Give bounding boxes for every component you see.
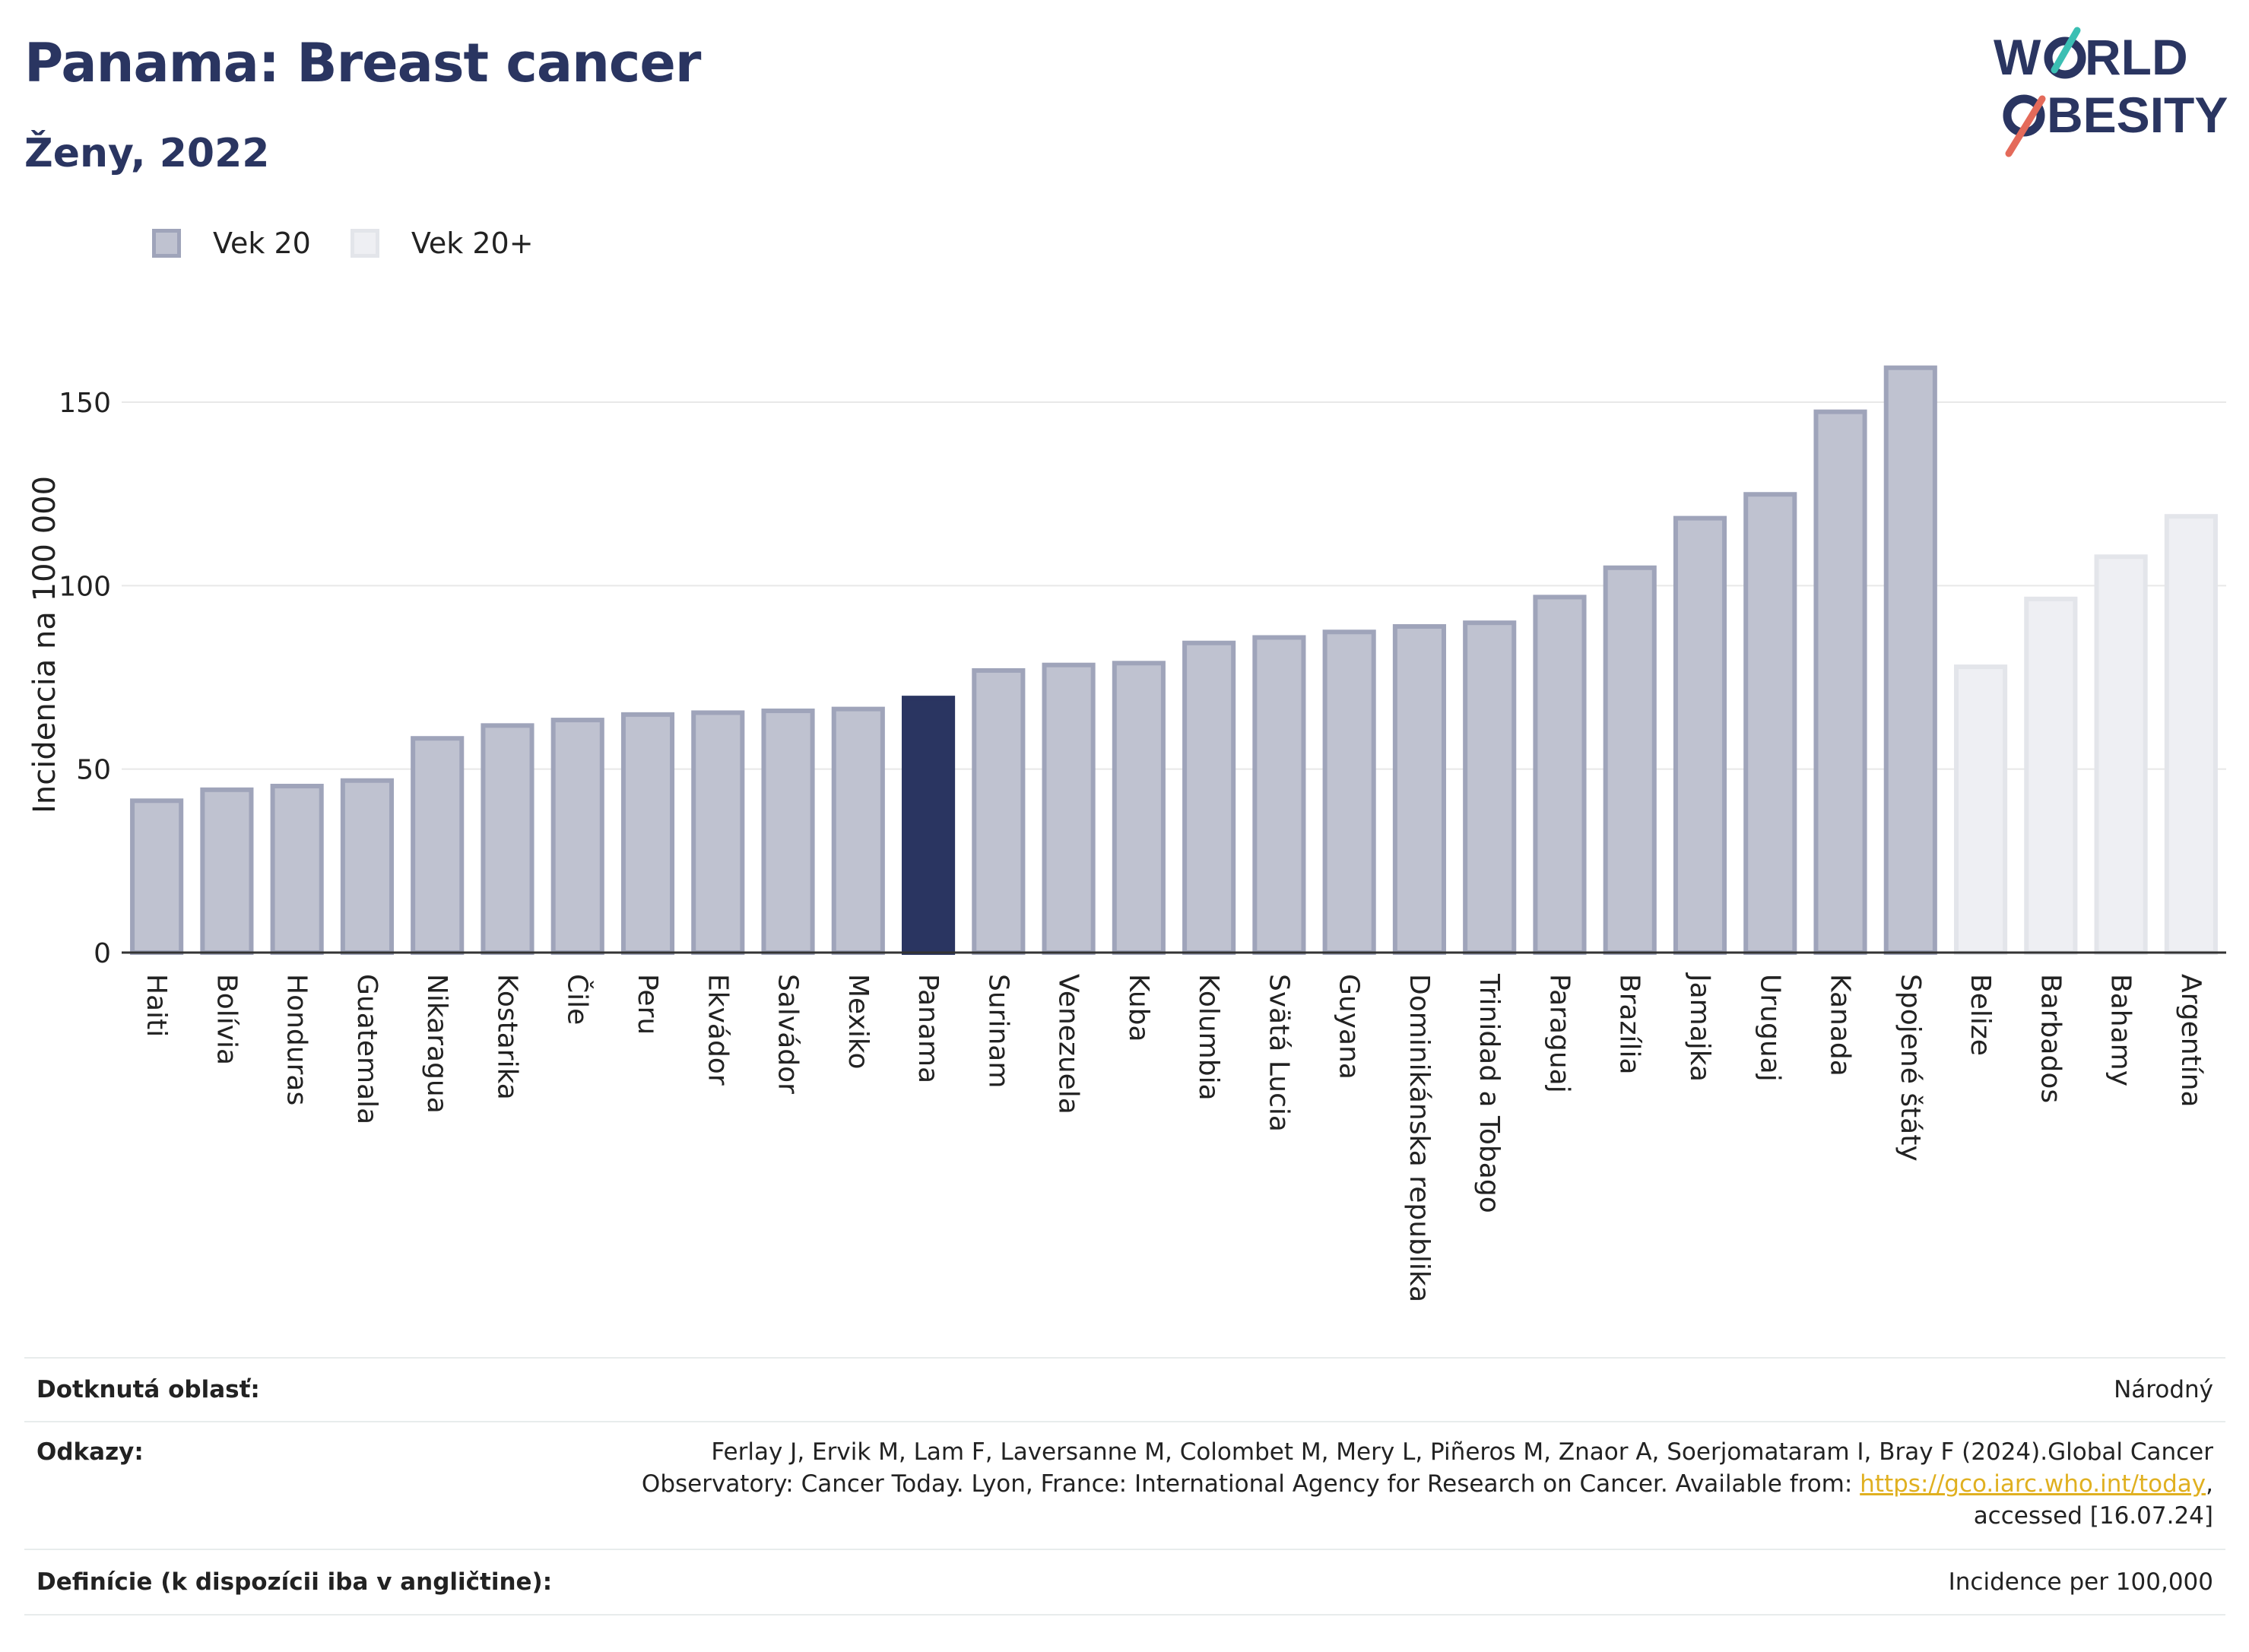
legend-label-vek-20: Vek 20 bbox=[213, 227, 311, 260]
bar-3 bbox=[340, 778, 394, 955]
bar-16 bbox=[1252, 635, 1306, 955]
x-tick-label: Guyana bbox=[1334, 974, 1365, 1080]
bar-20 bbox=[1533, 595, 1587, 956]
y-tick-label: 150 bbox=[59, 388, 111, 419]
x-tick-label: Brazília bbox=[1614, 974, 1645, 1075]
legend-label-vek-20-plus: Vek 20+ bbox=[411, 227, 534, 260]
x-tick-label: Kanada bbox=[1825, 974, 1856, 1076]
bar-29 bbox=[2164, 514, 2218, 955]
bar-23 bbox=[1743, 492, 1797, 955]
bar-8 bbox=[691, 710, 745, 955]
footer-label-references: Odkazy: bbox=[36, 1438, 144, 1466]
bar-chart: 0 50 100 150 Incidencia na 100 000 Haiti Bolív… bbox=[27, 365, 2226, 1302]
x-tick-label: Paraguaj bbox=[1543, 974, 1575, 1093]
x-tick-label: Kuba bbox=[1123, 974, 1154, 1042]
footer-value-definitions: Incidence per 100,000 bbox=[1948, 1568, 2213, 1596]
footer-row-area: Dotknutá oblasť: Národný bbox=[24, 1357, 2225, 1421]
svg-text:W: W bbox=[1994, 29, 2041, 85]
bar-6 bbox=[550, 718, 604, 955]
legend-swatch-vek-20 bbox=[152, 229, 181, 258]
bar-2 bbox=[270, 783, 324, 956]
x-tick-label: Kolumbia bbox=[1193, 974, 1224, 1101]
bar-4 bbox=[411, 736, 465, 956]
reference-line-2: Observatory: Cancer Today. Lyon, France:… bbox=[641, 1470, 2213, 1498]
footer-row-references: Odkazy: Ferlay J, Ervik M, Lam F, Lavers… bbox=[24, 1421, 2225, 1549]
bar-10 bbox=[831, 706, 885, 955]
x-tick-label: Mexiko bbox=[842, 974, 874, 1069]
x-tick-label: Trinidad a Tobago bbox=[1473, 973, 1505, 1213]
x-tick-label: Nikaragua bbox=[421, 974, 452, 1114]
world-obesity-logo: W RLD BESITY bbox=[1984, 23, 2235, 160]
x-tick-label: Barbados bbox=[2035, 974, 2066, 1103]
x-tick-label: Bolívia bbox=[211, 974, 242, 1065]
svg-text:RLD: RLD bbox=[2085, 29, 2188, 85]
bar-17 bbox=[1322, 629, 1376, 956]
legend-item-vek-20: Vek 20 bbox=[152, 227, 311, 260]
x-tick-label: Kostarika bbox=[491, 974, 522, 1100]
x-tick-label: Svätá Lucia bbox=[1263, 974, 1294, 1132]
x-tick-label: Ekvádor bbox=[702, 974, 733, 1086]
svg-text:BESITY: BESITY bbox=[2047, 87, 2228, 143]
x-tick-label: Guatemala bbox=[351, 974, 382, 1124]
bar-26 bbox=[1954, 664, 2008, 956]
footer-value-references: Ferlay J, Ervik M, Lam F, Laversanne M, … bbox=[642, 1436, 2225, 1549]
footer-label-definitions: Definície (k dispozícii iba v angličtine… bbox=[36, 1568, 553, 1596]
bar-19 bbox=[1463, 620, 1517, 955]
legend-item-vek-20-plus: Vek 20+ bbox=[350, 227, 534, 260]
reference-line-3: accessed [16.07.24] bbox=[1973, 1502, 2213, 1530]
y-tick-label: 50 bbox=[76, 755, 111, 786]
footer-label-area: Dotknutá oblasť: bbox=[36, 1376, 260, 1403]
bar-18 bbox=[1392, 624, 1446, 955]
chart-legend: Vek 20 Vek 20+ bbox=[152, 227, 573, 260]
bar-9 bbox=[761, 709, 815, 955]
x-tick-label: Honduras bbox=[281, 974, 312, 1105]
legend-swatch-vek-20-plus bbox=[350, 229, 379, 258]
bar-5 bbox=[481, 723, 534, 955]
chart-footer: Dotknutá oblasť: Národný Odkazy: Ferlay … bbox=[24, 1357, 2225, 1616]
bar-22 bbox=[1673, 515, 1727, 955]
y-tick-label: 0 bbox=[94, 938, 111, 969]
x-tick-label: Argentína bbox=[2175, 974, 2206, 1108]
reference-link[interactable]: https://gco.iarc.who.int/today bbox=[1860, 1470, 2206, 1498]
x-tick-label: Peru bbox=[632, 974, 663, 1035]
x-tick-label: Dominikánska republika bbox=[1404, 974, 1435, 1302]
footer-value-area: Národný bbox=[2114, 1376, 2213, 1403]
bar-7 bbox=[620, 712, 675, 955]
x-tick-label: Čile bbox=[562, 974, 594, 1025]
bar-1 bbox=[200, 787, 254, 956]
x-tick-label: Bahamy bbox=[2105, 974, 2136, 1086]
reference-line-1: Ferlay J, Ervik M, Lam F, Laversanne M, … bbox=[711, 1438, 2213, 1466]
bar-12 bbox=[972, 667, 1026, 956]
bar-28 bbox=[2094, 554, 2148, 955]
x-tick-label: Jamajka bbox=[1684, 972, 1715, 1082]
bar-15 bbox=[1182, 640, 1236, 955]
bar-25 bbox=[1883, 365, 1937, 955]
page-subtitle: Ženy, 2022 bbox=[24, 131, 270, 176]
x-tick-label: Belize bbox=[1965, 974, 1996, 1056]
x-tick-label: Uruguaj bbox=[1754, 974, 1785, 1082]
reference-line-2-text: Observatory: Cancer Today. Lyon, France:… bbox=[641, 1470, 1860, 1498]
bar-13 bbox=[1042, 662, 1096, 956]
x-tick-label: Salvádor bbox=[772, 974, 804, 1094]
page-title: Panama: Breast cancer bbox=[24, 32, 701, 94]
bar-27 bbox=[2024, 596, 2078, 956]
x-tick-label: Surinam bbox=[982, 974, 1013, 1088]
footer-row-definitions: Definície (k dispozícii iba v angličtine… bbox=[24, 1549, 2225, 1616]
y-axis-title: Incidencia na 100 000 bbox=[27, 476, 62, 813]
y-tick-label: 100 bbox=[59, 571, 111, 602]
x-tick-label: Panama bbox=[912, 974, 944, 1083]
x-tick-label: Venezuela bbox=[1053, 974, 1084, 1115]
bar-24 bbox=[1813, 409, 1867, 955]
x-tick-label: Haiti bbox=[141, 974, 172, 1037]
bar-21 bbox=[1603, 565, 1657, 956]
bar-14 bbox=[1112, 661, 1166, 956]
bar-11 bbox=[902, 696, 956, 956]
bar-0 bbox=[130, 798, 184, 956]
x-tick-label: Spojené štáty bbox=[1895, 974, 1926, 1162]
